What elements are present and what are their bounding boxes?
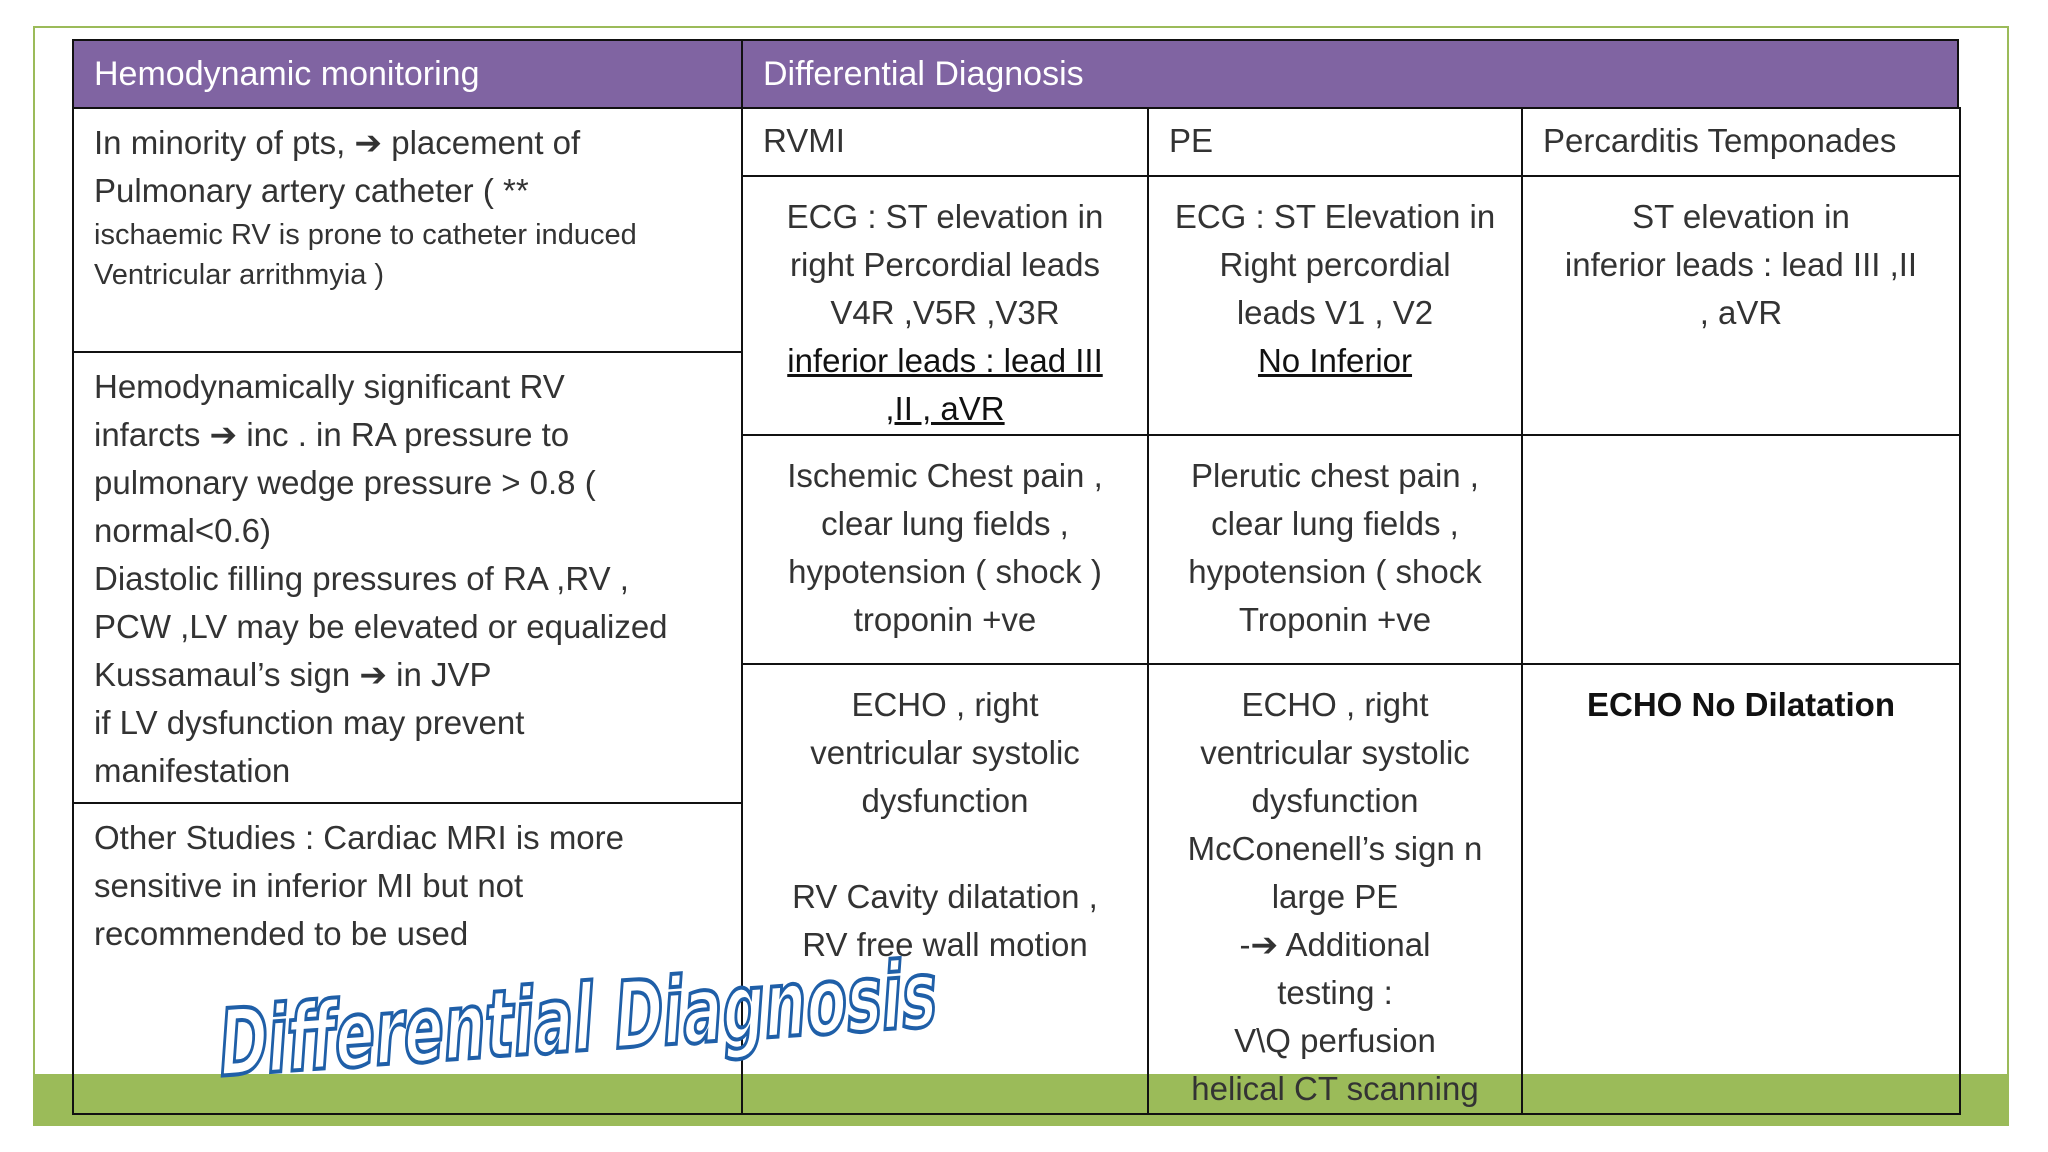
diagnosis-cell: ECG : ST Elevation in Right percordial lea… <box>1147 175 1523 436</box>
left-cell: Hemodynamically significant RV infarcts ➔… <box>72 351 743 804</box>
text-line: hypotension ( shock ) <box>788 553 1102 590</box>
underlined-line: inferior leads : lead III <box>787 342 1103 379</box>
diagnosis-cell: ST elevation in inferior leads : lead III… <box>1521 175 1961 436</box>
text-line: manifestation <box>94 752 291 789</box>
text-line: dysfunction <box>1251 782 1419 819</box>
left-cell: In minority of pts, ➔ placement of Pulmon… <box>72 107 743 353</box>
text-line: ventricular systolic <box>810 734 1080 771</box>
text-line: inferior leads : lead III ,II <box>1564 246 1918 283</box>
text-line: testing : <box>1277 974 1393 1011</box>
left-cell: Other Studies : Cardiac MRI is more sensi… <box>72 802 743 1115</box>
diagnosis-cell: ECHO No Dilatation <box>1521 663 1961 1115</box>
bold-line: ECHO No Dilatation <box>1586 686 1895 723</box>
green-bar <box>33 1074 2009 1126</box>
text-line: Ischemic Chest pain , <box>787 457 1103 494</box>
diagnosis-cell <box>1521 434 1961 665</box>
header-cell: Differential Diagnosis <box>741 39 1959 109</box>
text-line: normal<0.6) <box>94 512 272 549</box>
text-line: Kussamaul’s sign ➔ in JVP <box>94 656 492 693</box>
diagnosis-cell: ECG : ST elevation in right Percordial le… <box>741 175 1149 436</box>
text-line: Other Studies : Cardiac MRI is more <box>94 819 624 856</box>
text-line: infarcts ➔ inc . in RA pressure to <box>94 416 570 453</box>
text-line: leads V1 , V2 <box>1236 294 1434 331</box>
underlined-line: ,II , aVR <box>885 390 1005 427</box>
text-line: Pulmonary artery catheter ( ** <box>94 172 529 209</box>
text-line: -➔ Additional <box>1239 926 1431 963</box>
text-line: Plerutic chest pain , <box>1191 457 1479 494</box>
text-line: In minority of pts, ➔ placement of <box>94 124 581 161</box>
text-line: hypotension ( shock <box>1188 553 1482 590</box>
column-title: PE <box>1169 122 1214 159</box>
text-line: recommended to be used <box>94 915 469 952</box>
text-line: helical CT scanning <box>1191 1070 1479 1107</box>
underlined-line: No Inferior <box>1257 342 1413 379</box>
diagnosis-cell: ECHO , right ventricular systolic dysfunct… <box>1147 663 1523 1115</box>
text-line: RV free wall motion <box>802 926 1088 963</box>
text-line: RV Cavity dilatation , <box>792 878 1098 915</box>
text-line: clear lung fields , <box>1211 505 1459 542</box>
text-line: PCW ,LV may be elevated or equalized <box>94 608 668 645</box>
column-header: RVMI <box>741 107 1149 177</box>
header-cell: Hemodynamic monitoring <box>72 39 743 109</box>
text-line: ECHO , right <box>1241 686 1429 723</box>
note-line: Ventricular arrithmyia ) <box>94 259 385 291</box>
text-line: Hemodynamically significant RV <box>94 368 565 405</box>
text-line: if LV dysfunction may prevent <box>94 704 525 741</box>
column-header: PE <box>1147 107 1523 177</box>
text-line: ECG : ST elevation in <box>786 198 1104 235</box>
text-line: V4R ,V5R ,V3R <box>830 294 1060 331</box>
text-line: Diastolic filling pressures of RA ,RV , <box>94 560 629 597</box>
text-line: ST elevation in <box>1632 198 1850 235</box>
text-line: Troponin +ve <box>1238 601 1432 638</box>
text-line: right Percordial leads <box>790 246 1100 283</box>
text-line: Right percordial <box>1219 246 1451 283</box>
text-line: clear lung fields , <box>821 505 1069 542</box>
text-line: troponin +ve <box>853 601 1037 638</box>
text-line: dysfunction <box>861 782 1029 819</box>
text-line: sensitive in inferior MI but not <box>94 867 524 904</box>
text-line: large PE <box>1271 878 1399 915</box>
diagnosis-cell: Ischemic Chest pain , clear lung fields ,… <box>741 434 1149 665</box>
column-title: RVMI <box>763 122 845 159</box>
text-line: McConenell’s sign n <box>1187 830 1483 867</box>
column-header: Percarditis Temponades <box>1521 107 1961 177</box>
column-title: Percarditis Temponades <box>1543 122 1897 159</box>
header-text: Hemodynamic monitoring <box>94 55 480 93</box>
wordart: Differential Diagnosis <box>213 937 943 1099</box>
diagnosis-cell: Plerutic chest pain , clear lung fields ,… <box>1147 434 1523 665</box>
text-line: ECG : ST Elevation in <box>1174 198 1496 235</box>
text-line: pulmonary wedge pressure > 0.8 ( <box>94 464 596 501</box>
note-line: ischaemic RV is prone to catheter induce… <box>94 219 637 251</box>
wordart-text: Differential Diagnosis <box>215 939 941 1097</box>
text-line: , aVR <box>1699 294 1783 331</box>
text-line: ventricular systolic <box>1200 734 1470 771</box>
text-line: ECHO , right <box>851 686 1039 723</box>
header-text: Differential Diagnosis <box>763 55 1084 93</box>
text-line: V\Q perfusion <box>1234 1022 1436 1059</box>
